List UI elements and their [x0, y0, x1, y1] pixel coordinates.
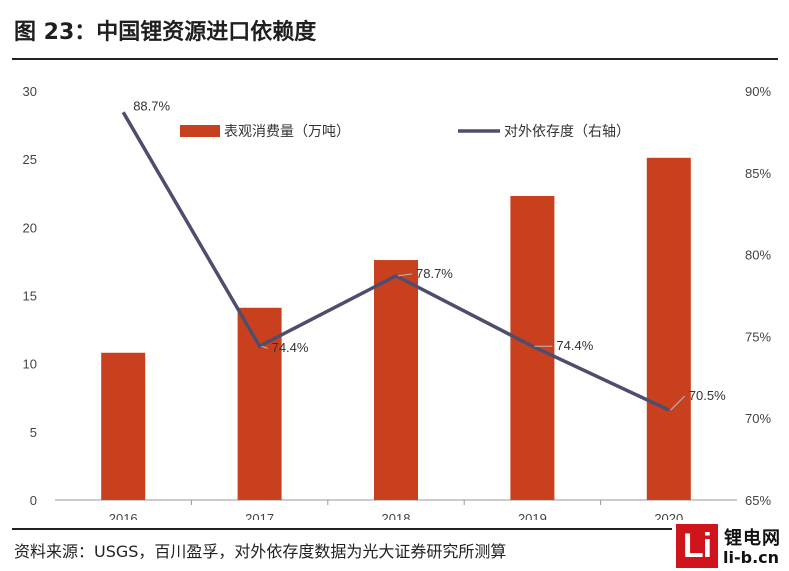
- x-tick-label: 2016: [109, 511, 138, 520]
- figure-title: 图 23：中国锂资源进口依赖度: [14, 20, 317, 45]
- y-right-tick-label: 65%: [745, 493, 771, 508]
- site-logo: Li 锂电网 li-b.cn: [672, 520, 787, 571]
- y-left-tick-label: 10: [23, 357, 37, 372]
- x-tick-label: 2017: [245, 511, 274, 520]
- y-left-tick-label: 20: [23, 220, 37, 235]
- bar-consumption: [646, 157, 691, 500]
- data-label: 74.4%: [556, 338, 593, 353]
- y-right-tick-label: 85%: [745, 166, 771, 181]
- data-label: 78.7%: [416, 266, 453, 281]
- x-tick-label: 2020: [654, 511, 683, 520]
- logo-mark-text: Li: [682, 527, 712, 565]
- y-left-tick-label: 5: [30, 425, 37, 440]
- y-right-tick-label: 70%: [745, 411, 771, 426]
- title-divider: [12, 58, 778, 60]
- y-right-tick-label: 80%: [745, 248, 771, 263]
- chart-svg: 0 5 10 15 20 25 30 65% 70% 75% 80% 85% 90% 2016 2017 20…: [23, 84, 772, 520]
- x-tick-label: 2019: [518, 511, 547, 520]
- line-dependence: [121, 111, 670, 412]
- data-label: 74.4%: [272, 340, 309, 355]
- bar-consumption: [374, 260, 418, 500]
- source-divider: [12, 528, 672, 530]
- data-label-leader: [397, 273, 413, 277]
- y-left-tick-label: 30: [23, 84, 37, 99]
- logo-url: li-b.cn: [723, 548, 780, 567]
- x-tick-label: 2018: [382, 511, 411, 520]
- data-label-leader: [670, 395, 686, 411]
- legend-swatch-bar: [180, 125, 220, 137]
- y-left-tick-label: 15: [23, 289, 37, 304]
- source-note: 资料来源：USGS，百川盈孚，对外依存度数据为光大证券研究所测算: [14, 542, 507, 561]
- y-right-tick-label: 75%: [745, 329, 771, 344]
- data-label: 88.7%: [133, 98, 170, 113]
- logo-mark: Li: [676, 524, 718, 568]
- y-left-tick-label: 25: [23, 152, 37, 167]
- data-label-leader: [261, 345, 268, 349]
- bar-consumption: [101, 352, 146, 500]
- y-right-tick-label: 90%: [745, 84, 771, 99]
- legend-label-line: 对外依存度（右轴）: [504, 124, 630, 140]
- y-left-tick-label: 0: [30, 493, 37, 508]
- legend-label-bar: 表观消费量（万吨）: [224, 124, 350, 140]
- data-label: 70.5%: [689, 388, 726, 403]
- logo-name: 锂电网: [724, 528, 781, 549]
